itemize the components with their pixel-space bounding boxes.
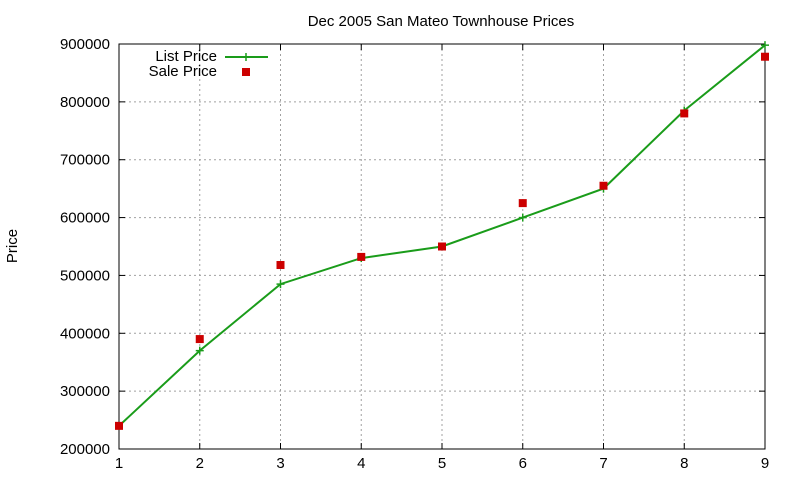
y-tick-label: 900000 bbox=[60, 36, 110, 53]
x-tick-label: 7 bbox=[599, 455, 607, 472]
data-point-sale-price bbox=[195, 335, 204, 344]
y-tick-label: 500000 bbox=[60, 267, 110, 284]
x-tick-label: 3 bbox=[276, 455, 284, 472]
y-tick-label: 300000 bbox=[60, 383, 110, 400]
axis-ticks bbox=[118, 43, 766, 450]
y-tick-label: 700000 bbox=[60, 152, 110, 169]
x-tick-label: 2 bbox=[196, 455, 204, 472]
data-point-sale-price bbox=[276, 261, 285, 270]
data-point-sale-price bbox=[357, 252, 366, 261]
data-point-sale-price bbox=[761, 52, 769, 61]
data-point-sale-price bbox=[518, 199, 527, 208]
data-point-list-price bbox=[518, 213, 527, 222]
x-tick-label: 8 bbox=[680, 455, 688, 472]
y-tick-label: 200000 bbox=[60, 441, 110, 458]
legend: List Price Sale Price bbox=[149, 48, 268, 80]
legend-label-sale-price: Sale Price bbox=[149, 63, 217, 80]
plot-series bbox=[115, 41, 769, 430]
data-point-list-price bbox=[195, 346, 204, 355]
y-tick-label: 400000 bbox=[60, 325, 110, 342]
data-point-list-price bbox=[761, 41, 769, 50]
y-tick-label: 600000 bbox=[60, 210, 110, 227]
data-point-list-price bbox=[276, 280, 285, 289]
legend-label-list-price: List Price bbox=[155, 48, 217, 65]
x-tick-label: 1 bbox=[115, 455, 123, 472]
data-point-sale-price bbox=[680, 109, 689, 118]
x-tick-label: 4 bbox=[357, 455, 365, 472]
data-point-sale-price bbox=[599, 181, 608, 190]
legend-marker-sale-price bbox=[242, 68, 250, 76]
chart-title: Dec 2005 San Mateo Townhouse Prices bbox=[308, 13, 575, 30]
tick-labels: 1 2 3 4 5 6 7 8 9 200000 300000 400000 500000 600000 7… bbox=[60, 36, 769, 472]
data-point-sale-price bbox=[438, 242, 446, 251]
legend-plus-marker bbox=[242, 53, 250, 61]
x-tick-label: 9 bbox=[761, 455, 769, 472]
y-axis-label: Price bbox=[4, 229, 21, 263]
y-tick-label: 800000 bbox=[60, 94, 110, 111]
x-tick-label: 6 bbox=[519, 455, 527, 472]
data-point-sale-price bbox=[115, 421, 123, 430]
x-tick-label: 5 bbox=[438, 455, 446, 472]
legend-marker-list-price bbox=[242, 53, 250, 61]
